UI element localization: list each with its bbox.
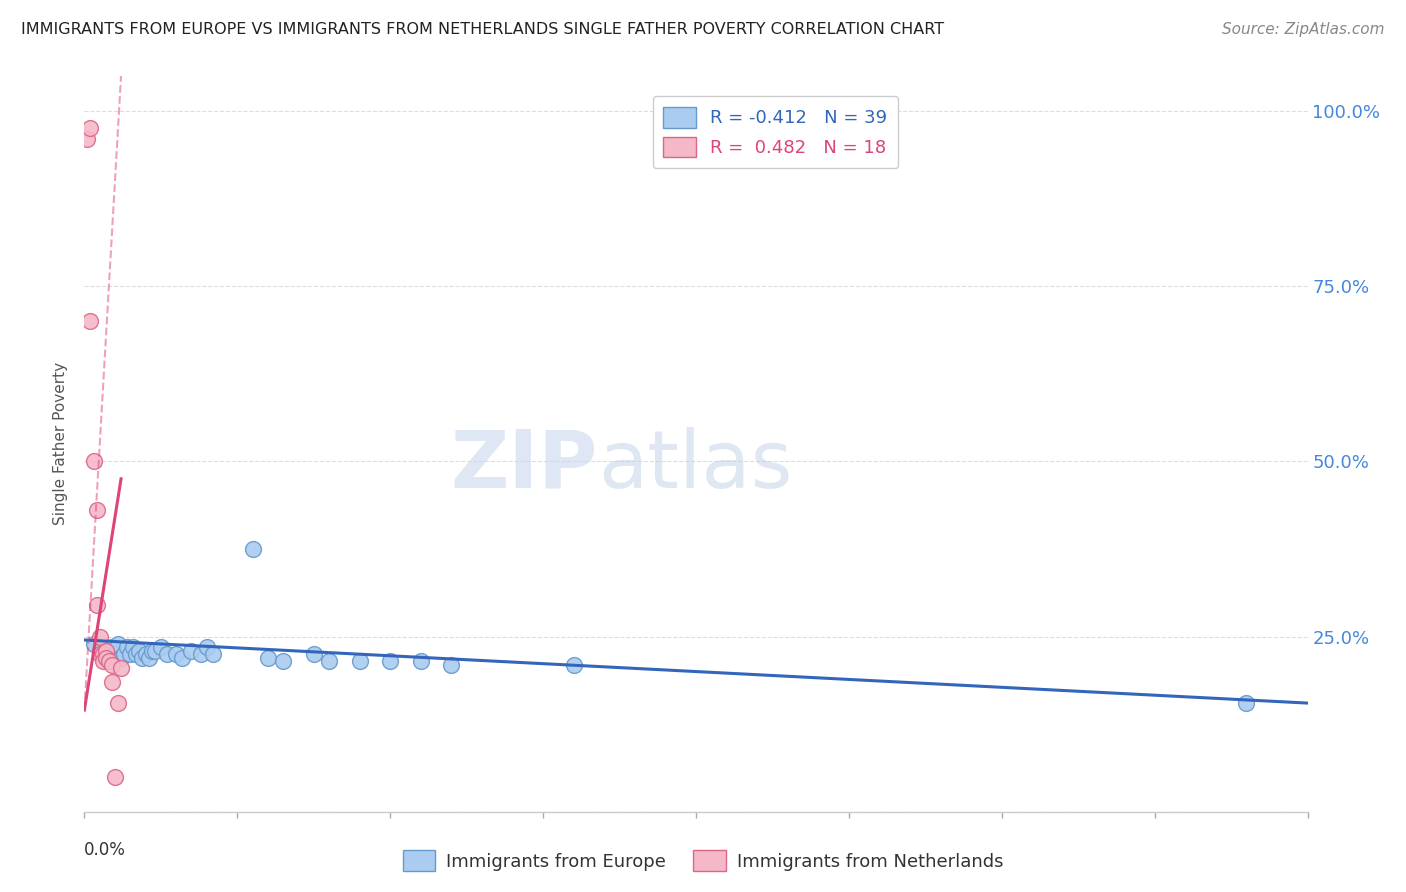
Point xyxy=(138,650,160,665)
Point xyxy=(125,647,148,661)
Point xyxy=(89,630,111,644)
Point xyxy=(94,650,117,665)
Text: 0.0%: 0.0% xyxy=(84,841,127,859)
Text: ZIP: ZIP xyxy=(451,427,598,505)
Point xyxy=(135,647,157,661)
Point xyxy=(195,640,218,654)
Point xyxy=(104,647,127,661)
Point xyxy=(120,647,142,661)
Point xyxy=(122,640,145,654)
Point xyxy=(380,654,402,668)
Point xyxy=(115,640,138,654)
Point xyxy=(79,121,101,136)
Point xyxy=(242,541,264,556)
Text: Source: ZipAtlas.com: Source: ZipAtlas.com xyxy=(1222,22,1385,37)
Point xyxy=(101,675,124,690)
Point xyxy=(271,654,294,668)
Point xyxy=(143,643,166,657)
Legend: Immigrants from Europe, Immigrants from Netherlands: Immigrants from Europe, Immigrants from … xyxy=(395,843,1011,879)
Point xyxy=(131,650,153,665)
Point xyxy=(104,770,127,784)
Point xyxy=(86,598,108,612)
Point xyxy=(89,643,111,657)
Point xyxy=(97,654,120,668)
Point xyxy=(349,654,371,668)
Point xyxy=(89,647,111,661)
Point xyxy=(562,657,585,672)
Point xyxy=(110,661,132,675)
Point xyxy=(83,636,105,650)
Point xyxy=(201,647,224,661)
Point xyxy=(128,643,150,657)
Point xyxy=(257,650,280,665)
Text: atlas: atlas xyxy=(598,427,793,505)
Point xyxy=(91,647,114,661)
Point xyxy=(76,132,98,146)
Point xyxy=(83,454,105,468)
Point xyxy=(94,643,117,657)
Point xyxy=(440,657,463,672)
Point xyxy=(409,654,432,668)
Text: IMMIGRANTS FROM EUROPE VS IMMIGRANTS FROM NETHERLANDS SINGLE FATHER POVERTY CORR: IMMIGRANTS FROM EUROPE VS IMMIGRANTS FRO… xyxy=(21,22,945,37)
Point xyxy=(91,647,114,661)
Point xyxy=(79,314,101,328)
Point xyxy=(107,696,129,710)
Point xyxy=(149,640,172,654)
Point xyxy=(101,640,124,654)
Point xyxy=(156,647,179,661)
Legend: R = -0.412   N = 39, R =  0.482   N = 18: R = -0.412 N = 39, R = 0.482 N = 18 xyxy=(652,95,898,169)
Point xyxy=(165,647,187,661)
Point xyxy=(94,643,117,657)
Point xyxy=(97,650,120,665)
Point xyxy=(302,647,325,661)
Point xyxy=(180,643,202,657)
Point xyxy=(110,650,132,665)
Point xyxy=(318,654,340,668)
Point xyxy=(172,650,194,665)
Point xyxy=(101,657,124,672)
Point xyxy=(190,647,212,661)
Y-axis label: Single Father Poverty: Single Father Poverty xyxy=(53,362,69,525)
Point xyxy=(112,647,135,661)
Point xyxy=(141,643,163,657)
Point xyxy=(91,654,114,668)
Point xyxy=(1236,696,1258,710)
Point xyxy=(107,636,129,650)
Point xyxy=(86,503,108,517)
